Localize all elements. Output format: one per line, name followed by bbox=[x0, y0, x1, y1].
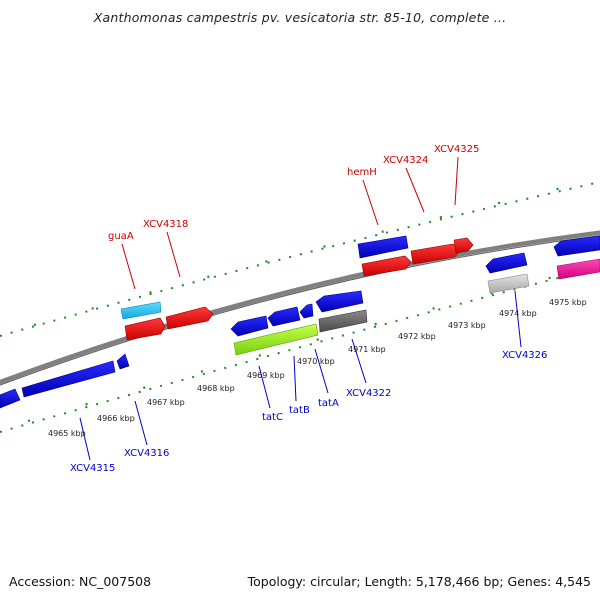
kbp-label: 4971 kbp bbox=[348, 345, 386, 354]
genome-backbone-shadow bbox=[0, 235, 600, 386]
gene-right-pink[interactable] bbox=[556, 258, 600, 280]
gene-XCV4324[interactable] bbox=[410, 243, 461, 265]
gene-label-XCV4325[interactable]: XCV4325 bbox=[434, 144, 479, 155]
kbp-label: 4967 kbp bbox=[147, 398, 185, 407]
kbp-label: 4966 kbp bbox=[97, 414, 135, 423]
gene-hemH[interactable] bbox=[357, 235, 409, 259]
topology-label: Topology: circular; Length: 5,178,466 bp… bbox=[247, 574, 591, 589]
gene-label-tatC[interactable]: tatC bbox=[262, 412, 283, 423]
leader-line bbox=[314, 348, 329, 394]
gene-XCV4316[interactable] bbox=[21, 360, 116, 398]
leader-line bbox=[166, 231, 181, 278]
genome-backbone bbox=[0, 230, 600, 385]
gene-tatB-blue[interactable] bbox=[267, 306, 301, 327]
gene-label-XCV4322[interactable]: XCV4322 bbox=[346, 388, 391, 399]
gene-right-blue[interactable] bbox=[553, 235, 600, 257]
kbp-label: 4975 kbp bbox=[549, 298, 587, 307]
kbp-label: 4973 kbp bbox=[448, 321, 486, 330]
gene-small-blue[interactable] bbox=[116, 353, 130, 370]
gene-label-hemH[interactable]: hemH bbox=[347, 167, 377, 178]
map-title: Xanthomonas campestris pv. vesicatoria s… bbox=[93, 10, 507, 25]
leader-line bbox=[258, 365, 271, 409]
accession-label: Accession: NC_007508 bbox=[9, 574, 152, 589]
gene-left-edge[interactable] bbox=[0, 388, 21, 409]
kbp-label: 4965 kbp bbox=[48, 429, 86, 438]
plus-strand-genes bbox=[120, 235, 474, 341]
gene-tat-green[interactable] bbox=[233, 323, 319, 356]
top-tick-track bbox=[0, 177, 600, 337]
gene-XCV4318[interactable] bbox=[165, 306, 214, 330]
gene-XCV4326-blue[interactable] bbox=[485, 252, 528, 274]
leader-line bbox=[351, 338, 367, 384]
bottom-tick-track bbox=[0, 263, 600, 433]
kbp-label: 4969 kbp bbox=[247, 371, 285, 380]
gene-label-XCV4316[interactable]: XCV4316 bbox=[124, 448, 169, 459]
leader-line bbox=[514, 290, 522, 348]
gene-guaA-2[interactable] bbox=[124, 317, 166, 341]
gene-XCV4325[interactable] bbox=[453, 237, 474, 254]
gene-label-tatB[interactable]: tatB bbox=[289, 405, 310, 416]
leader-line bbox=[134, 400, 148, 446]
minus-strand-genes bbox=[0, 235, 600, 409]
gene-label-XCV4315[interactable]: XCV4315 bbox=[70, 463, 115, 474]
gene-label-guaA[interactable]: guaA bbox=[108, 231, 134, 242]
leader-line bbox=[121, 243, 136, 290]
leader-line bbox=[405, 167, 425, 213]
kbp-label: 4970 kbp bbox=[297, 357, 335, 366]
leader-line bbox=[79, 417, 91, 461]
leader-line bbox=[362, 179, 379, 226]
leader-line bbox=[454, 156, 459, 206]
gene-XCV4326-grey[interactable] bbox=[487, 273, 530, 294]
gene-label-XCV4324[interactable]: XCV4324 bbox=[383, 155, 428, 166]
gene-guaA[interactable] bbox=[120, 301, 162, 320]
kbp-label: 4968 kbp bbox=[197, 384, 235, 393]
gene-label-XCV4318[interactable]: XCV4318 bbox=[143, 219, 188, 230]
gene-tatC-blue[interactable] bbox=[230, 315, 269, 337]
top-gene-labels bbox=[121, 156, 459, 290]
gene-label-tatA[interactable]: tatA bbox=[318, 398, 339, 409]
bottom-gene-labels bbox=[79, 290, 522, 461]
leader-line bbox=[293, 355, 297, 402]
gene-XCV4322-blue[interactable] bbox=[315, 290, 364, 313]
kbp-label: 4972 kbp bbox=[398, 332, 436, 341]
gene-grey-dark[interactable] bbox=[318, 309, 368, 333]
kbp-scale-labels: 4965 kbp 4966 kbp 4967 kbp 4968 kbp 4969… bbox=[48, 298, 587, 438]
gene-label-XCV4326[interactable]: XCV4326 bbox=[502, 350, 547, 361]
gene-tatA-blue[interactable] bbox=[299, 303, 314, 319]
gene-hemH-2[interactable] bbox=[361, 255, 412, 277]
